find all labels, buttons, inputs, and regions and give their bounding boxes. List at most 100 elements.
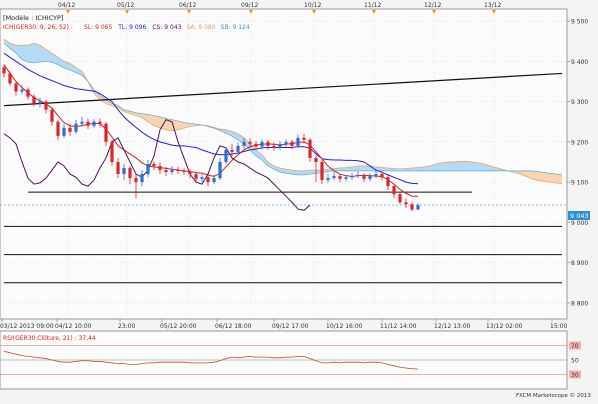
- candle-body: [338, 176, 342, 179]
- cloud-segment: [76, 67, 82, 76]
- candle-body: [32, 96, 36, 104]
- candle-body: [80, 121, 84, 124]
- cloud-segment: [118, 105, 124, 112]
- candle-body: [44, 101, 48, 110]
- x-tick-label: 09/12 17:00: [272, 323, 309, 330]
- cloud-segment: [262, 154, 268, 167]
- candle-body: [392, 186, 396, 195]
- x-tick-label: 11/12 14:00: [380, 323, 417, 330]
- y-tick-label: 9 200: [571, 139, 588, 146]
- candle-body: [404, 202, 408, 205]
- trend-line: [3, 72, 563, 107]
- osc-tick-box: [569, 370, 581, 379]
- candle-body: [362, 174, 366, 179]
- footer-credit: FXCM Marketscope © 2013: [516, 392, 591, 399]
- cloud-segment: [298, 170, 304, 175]
- cloud-segment: [532, 170, 538, 181]
- cloud-segment: [382, 167, 388, 171]
- candle-body: [368, 175, 372, 179]
- candle-body: [182, 170, 186, 172]
- candle-body: [248, 141, 252, 144]
- y-tick-label: 8 900: [571, 260, 588, 267]
- candle-body: [332, 176, 336, 179]
- cloud-segment: [424, 166, 430, 171]
- candle-body: [344, 177, 348, 179]
- y-tick-label: 9 100: [571, 180, 588, 187]
- candle-body: [224, 149, 228, 162]
- candle-body: [152, 164, 156, 167]
- rsi-line: [3, 350, 419, 370]
- oscillator-label: RSI(GER30.Clôture, 21) : 37,44: [3, 335, 96, 342]
- osc-tick-label: 30: [571, 372, 579, 379]
- day-marker-icon: [372, 10, 376, 14]
- candle-body: [176, 170, 180, 172]
- cloud-segment: [154, 115, 160, 128]
- cloud-segment: [148, 114, 154, 126]
- candle-body: [104, 123, 108, 142]
- osc-tick-box: [569, 341, 581, 350]
- candle-body: [92, 121, 96, 126]
- cloud-segment: [442, 161, 448, 171]
- osc-tick-box: [569, 356, 581, 364]
- top-date-label: 10/12: [304, 2, 321, 9]
- cloud-segment: [130, 111, 136, 116]
- candle-body: [398, 194, 402, 203]
- cloud-segment: [334, 168, 340, 171]
- cloud-segment: [280, 168, 286, 174]
- day-marker-icon: [187, 10, 191, 14]
- x-tick-label: 03/12 2013 09:00: [0, 323, 54, 330]
- cloud-segment: [178, 120, 184, 130]
- candle-body: [116, 161, 120, 175]
- candle-body: [254, 143, 258, 147]
- cloud-segment: [514, 170, 520, 175]
- y-tick-label: 9 500: [571, 19, 588, 26]
- cloud-segment: [460, 161, 466, 171]
- cloud-segment: [64, 61, 70, 71]
- x-tick-label: 15:00: [550, 323, 567, 330]
- top-date-label: 11/12: [364, 2, 381, 9]
- top-date-label: 06/12: [179, 2, 196, 9]
- candle-body: [242, 141, 246, 146]
- x-tick-label: 10/12 16:00: [326, 323, 363, 330]
- cloud-segment: [10, 43, 16, 54]
- candle-body: [356, 174, 360, 177]
- cloud-segment: [4, 39, 10, 49]
- candle-body: [164, 170, 168, 173]
- legend-entry: TL: 9 096: [117, 24, 146, 31]
- cloud-segment: [70, 63, 76, 73]
- candle-body: [170, 170, 174, 173]
- y-tick-label: 9 300: [571, 99, 588, 106]
- candle-body: [14, 83, 18, 92]
- candle-body: [320, 161, 324, 181]
- day-marker-icon: [312, 10, 316, 14]
- cloud-segment: [16, 45, 22, 60]
- day-marker-icon: [125, 10, 129, 14]
- top-date-label: 05/12: [117, 2, 134, 9]
- y-tick-label: 9 000: [571, 220, 588, 227]
- cloud-segment: [226, 129, 232, 137]
- x-tick-label: 06/12 18:00: [215, 323, 252, 330]
- top-date-label: 09/12: [241, 2, 258, 9]
- cloud-segment: [556, 174, 562, 184]
- last-price-box: [568, 211, 590, 220]
- senkou-a-line: [3, 38, 563, 185]
- candle-body: [290, 141, 294, 146]
- cloud-segment: [292, 170, 298, 175]
- cloud-segment: [124, 109, 130, 114]
- candle-body: [128, 168, 132, 179]
- candle-body: [50, 109, 54, 122]
- cloud-segment: [220, 128, 226, 133]
- top-date-label: 13/12: [484, 2, 501, 9]
- last-price-label: 9 043: [570, 212, 589, 220]
- candle-body: [296, 137, 300, 146]
- day-marker-icon: [432, 10, 436, 14]
- candle-body: [266, 141, 270, 146]
- cloud-segment: [466, 161, 472, 171]
- candle-body: [20, 89, 24, 92]
- osc-tick-label: 50: [571, 358, 579, 365]
- cloud-segment: [28, 43, 34, 63]
- cloud-segment: [310, 170, 316, 175]
- candle-body: [188, 171, 192, 175]
